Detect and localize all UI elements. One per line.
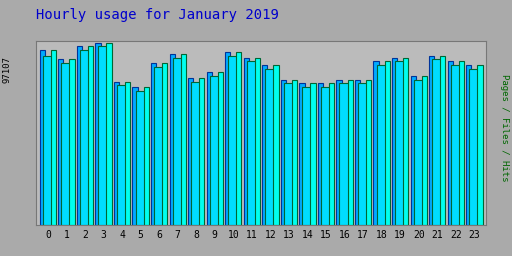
Bar (125, 81, 130, 225)
Bar (244, 58, 249, 225)
Bar (188, 78, 193, 225)
Bar (210, 76, 220, 225)
Bar (236, 52, 242, 225)
Bar (432, 59, 442, 225)
Bar (440, 56, 445, 225)
Bar (77, 47, 82, 225)
Bar (414, 80, 424, 225)
Bar (262, 65, 267, 225)
Bar (411, 76, 416, 225)
Bar (88, 47, 93, 225)
Bar (173, 58, 183, 225)
Bar (114, 81, 119, 225)
Bar (61, 63, 72, 225)
Bar (80, 50, 90, 225)
Bar (255, 58, 260, 225)
Bar (318, 83, 323, 225)
Bar (329, 83, 334, 225)
Bar (376, 65, 387, 225)
Bar (218, 72, 223, 225)
Bar (95, 43, 100, 225)
Bar (207, 72, 212, 225)
Bar (136, 91, 146, 225)
Bar (339, 83, 350, 225)
Bar (310, 83, 315, 225)
Bar (281, 80, 286, 225)
Bar (303, 87, 312, 225)
Bar (162, 63, 167, 225)
Bar (225, 52, 230, 225)
Bar (429, 56, 434, 225)
Bar (373, 61, 379, 225)
Bar (191, 81, 201, 225)
Bar (154, 67, 164, 225)
Bar (466, 65, 472, 225)
Bar (392, 58, 397, 225)
Bar (451, 65, 461, 225)
Text: 97107: 97107 (3, 56, 12, 83)
Bar (348, 80, 353, 225)
Bar (447, 61, 453, 225)
Bar (273, 65, 279, 225)
Bar (336, 80, 342, 225)
Bar (403, 58, 409, 225)
Bar (470, 69, 479, 225)
Bar (247, 61, 257, 225)
Bar (58, 59, 63, 225)
Bar (43, 56, 53, 225)
Bar (181, 54, 186, 225)
Bar (199, 78, 204, 225)
Bar (422, 76, 427, 225)
Bar (106, 43, 112, 225)
Bar (70, 59, 75, 225)
Bar (117, 85, 127, 225)
Bar (169, 54, 175, 225)
Bar (300, 83, 305, 225)
Bar (151, 63, 156, 225)
Bar (143, 87, 149, 225)
Bar (292, 80, 297, 225)
Bar (321, 87, 331, 225)
Bar (228, 56, 239, 225)
Bar (98, 47, 109, 225)
Bar (51, 50, 56, 225)
Bar (40, 50, 45, 225)
Text: Pages / Files / Hits: Pages / Files / Hits (500, 74, 509, 182)
Bar (366, 80, 371, 225)
Bar (395, 61, 406, 225)
Bar (477, 65, 482, 225)
Bar (358, 83, 368, 225)
Bar (459, 61, 464, 225)
Bar (284, 83, 294, 225)
Text: Hourly usage for January 2019: Hourly usage for January 2019 (36, 8, 279, 22)
Bar (355, 80, 360, 225)
Bar (385, 61, 390, 225)
Bar (133, 87, 138, 225)
Bar (265, 69, 275, 225)
